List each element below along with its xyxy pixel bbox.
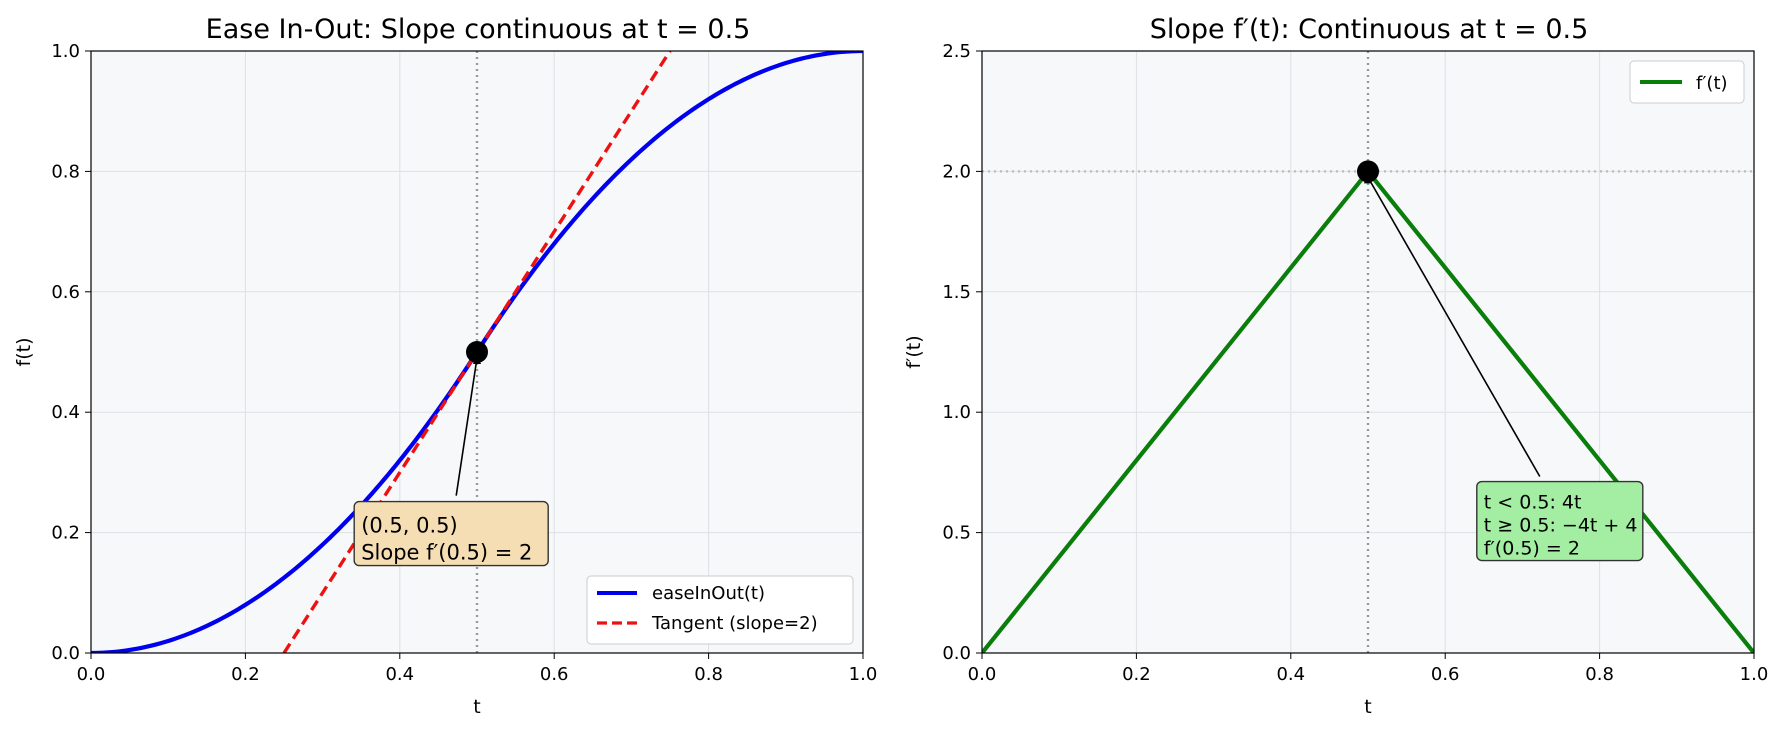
x-tick-label: 0.2 (231, 664, 260, 685)
x-axis-label-right: t (1364, 696, 1371, 718)
chart-left-title: Ease In-Out: Slope continuous at t = 0.5 (206, 14, 751, 45)
x-tick-label: 0.8 (1585, 664, 1614, 685)
annotation-text-line: f′(0.5) = 2 (1484, 538, 1580, 560)
y-axis-label-right: f′(t) (903, 335, 925, 368)
annotation-text-line: (0.5, 0.5) (361, 514, 458, 538)
annotation-box (353, 500, 549, 567)
legend-left: easeInOut(t) Tangent (slope=2) (586, 575, 854, 645)
x-tick-label: 0.8 (694, 664, 723, 685)
x-tick-label: 0.0 (968, 664, 997, 685)
axes-frame-left (90, 50, 864, 654)
y-tick-label: 0.5 (942, 523, 971, 544)
chart-right: Slope f′(t): Continuous at t = 0.5 0.0 0.… (903, 14, 1768, 718)
y-tick-label: 0.2 (51, 523, 80, 544)
y-tick-label: 0.0 (942, 643, 971, 664)
legend-label-deriv: f′(t) (1696, 73, 1728, 94)
annotation-box (1476, 480, 1644, 562)
y-tick-label: 2.5 (942, 41, 971, 62)
y-tick-label: 1.5 (942, 282, 971, 303)
y-tick-label: 0.0 (51, 643, 80, 664)
x-tick-label: 0.4 (385, 664, 414, 685)
x-tick-label: 0.6 (1431, 664, 1460, 685)
chart-right-title: Slope f′(t): Continuous at t = 0.5 (1150, 14, 1589, 45)
legend-label-tangent: Tangent (slope=2) (651, 613, 818, 634)
y-axis-label-left: f(t) (13, 338, 35, 367)
x-tick-label: 0.4 (1276, 664, 1305, 685)
legend-right: f′(t) (1629, 60, 1745, 104)
y-tick-label: 1.0 (51, 41, 80, 62)
y-tick-label: 2.0 (942, 161, 971, 182)
annotation-arrow (1367, 177, 1541, 477)
y-tick-label: 0.6 (51, 282, 80, 303)
x-tick-label: 0.2 (1122, 664, 1151, 685)
annotation-arrow (455, 357, 478, 496)
annotation-text-line: t ≥ 0.5: −4t + 4 (1484, 515, 1638, 537)
legend-label-ease: easeInOut(t) (652, 583, 765, 604)
annotation-text-line: Slope f′(0.5) = 2 (361, 541, 532, 565)
x-tick-label: 0.0 (77, 664, 106, 685)
y-tick-label: 0.4 (51, 402, 80, 423)
point-marker (466, 341, 488, 363)
x-tick-label: 1.0 (1740, 664, 1769, 685)
x-axis-label-left: t (473, 696, 480, 718)
chart-left: Ease In-Out: Slope continuous at t = 0.5… (13, 14, 877, 718)
point-marker (1357, 160, 1379, 183)
y-tick-label: 1.0 (942, 402, 971, 423)
y-tick-label: 0.8 (51, 161, 80, 182)
annotation-text-line: t < 0.5: 4t (1484, 492, 1582, 514)
x-tick-label: 0.6 (540, 664, 569, 685)
axes-frame-right (981, 50, 1755, 654)
x-tick-label: 1.0 (849, 664, 878, 685)
